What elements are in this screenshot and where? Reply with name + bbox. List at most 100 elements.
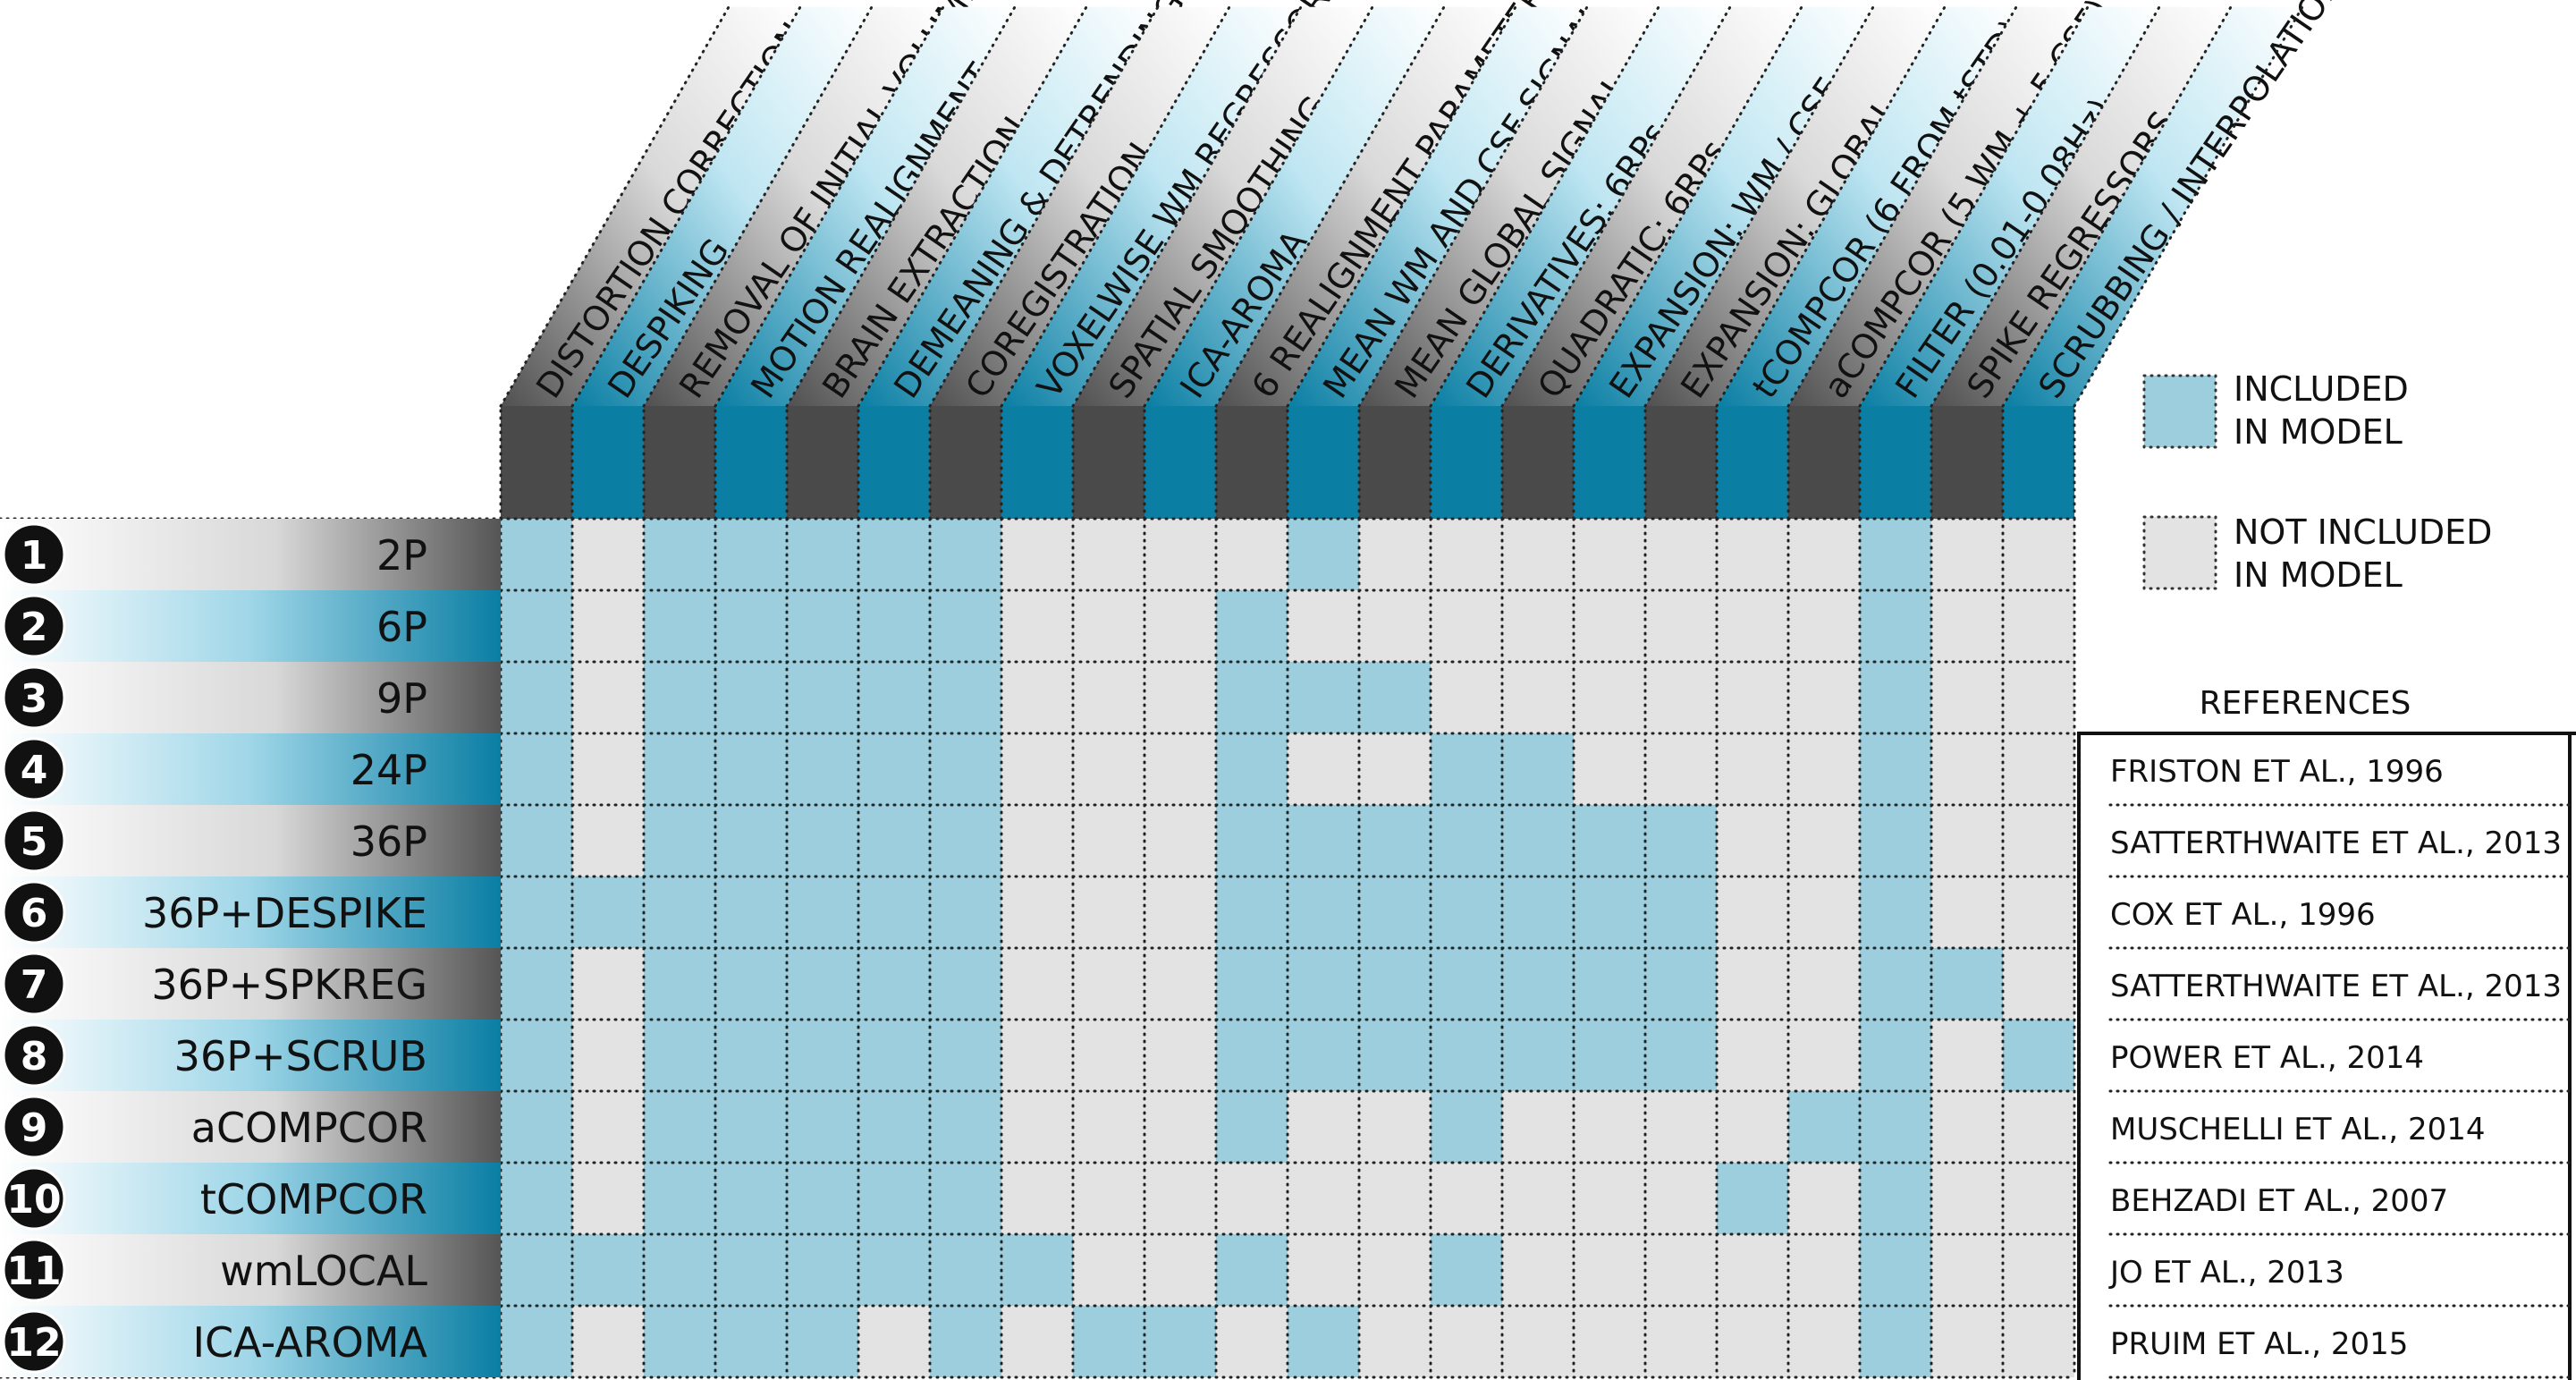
matrix-cell bbox=[1359, 733, 1431, 805]
matrix-cell bbox=[1645, 733, 1717, 805]
matrix-cell bbox=[1574, 1091, 1645, 1163]
column-header-banner bbox=[644, 6, 943, 406]
matrix-cell bbox=[572, 1020, 644, 1091]
matrix-cell bbox=[1001, 662, 1073, 733]
matrix-cell bbox=[1860, 1306, 1931, 1377]
matrix-cell bbox=[787, 662, 858, 733]
matrix-cell bbox=[1717, 662, 1788, 733]
matrix-cell bbox=[2003, 519, 2074, 590]
row-label-band bbox=[0, 662, 501, 733]
matrix-cell bbox=[644, 1163, 715, 1234]
matrix-cell bbox=[787, 1091, 858, 1163]
matrix-cell bbox=[1502, 1020, 1574, 1091]
row-label: 2 6P bbox=[0, 590, 501, 662]
row-number-badge bbox=[2, 665, 66, 730]
matrix-cell bbox=[1931, 876, 2003, 948]
row-model-name: 2P bbox=[376, 531, 427, 580]
row-label-band bbox=[0, 1020, 501, 1091]
column-divider bbox=[928, 5, 1160, 408]
matrix-cell bbox=[1001, 805, 1073, 876]
column-header-banner bbox=[1860, 6, 2159, 406]
legend-included-swatch bbox=[2142, 374, 2217, 449]
row-label: 3 9P bbox=[0, 662, 501, 733]
row-model-name: 36P bbox=[351, 817, 427, 866]
matrix-cell bbox=[1502, 1163, 1574, 1234]
column-header-banner bbox=[1216, 6, 1516, 406]
matrix-cell bbox=[1717, 1234, 1788, 1306]
row-model-name: wmLOCAL bbox=[220, 1247, 427, 1295]
matrix-cell bbox=[2003, 733, 2074, 805]
row-model-name: 9P bbox=[376, 674, 427, 723]
matrix-cell bbox=[2003, 590, 2074, 662]
row-model-name: ICA-AROMA bbox=[192, 1318, 427, 1367]
column-header-banner bbox=[1288, 6, 1587, 406]
matrix-cell bbox=[1788, 805, 1860, 876]
row-number: 8 bbox=[21, 1034, 48, 1079]
matrix-cell bbox=[787, 733, 858, 805]
matrix-cell bbox=[1431, 590, 1502, 662]
column-divider bbox=[857, 5, 1088, 408]
matrix-cell bbox=[1359, 805, 1431, 876]
matrix-cell bbox=[1144, 662, 1216, 733]
matrix-cell bbox=[1288, 1020, 1359, 1091]
row-label: 5 36P bbox=[0, 805, 501, 876]
column-header-banner bbox=[930, 6, 1229, 406]
matrix-cell bbox=[1144, 1163, 1216, 1234]
matrix-cell bbox=[572, 590, 644, 662]
matrix-cell bbox=[1144, 590, 1216, 662]
row-model-name: 36P+SCRUB bbox=[174, 1032, 427, 1080]
row-model-name: aCOMPCOR bbox=[191, 1104, 427, 1152]
matrix-cell bbox=[787, 948, 858, 1020]
legend-not-included-line2: IN MODEL bbox=[2234, 555, 2403, 595]
matrix-cell bbox=[1144, 948, 1216, 1020]
matrix-cell bbox=[1931, 733, 2003, 805]
matrix-cell bbox=[1860, 590, 1931, 662]
column-header-bar bbox=[1431, 406, 1502, 519]
matrix-cell bbox=[1645, 876, 1717, 948]
column-header-bar bbox=[1288, 406, 1359, 519]
matrix-cell bbox=[1001, 733, 1073, 805]
column-header-bar bbox=[1502, 406, 1574, 519]
matrix-cell bbox=[644, 1020, 715, 1091]
matrix-cell bbox=[930, 1234, 1001, 1306]
matrix-cell bbox=[572, 805, 644, 876]
matrix-cell bbox=[501, 1091, 572, 1163]
matrix-cell bbox=[930, 805, 1001, 876]
matrix-cell bbox=[644, 1306, 715, 1377]
row-number-badge bbox=[2, 737, 66, 801]
matrix-cell bbox=[1359, 1020, 1431, 1091]
matrix-cell bbox=[1860, 805, 1931, 876]
row-model-name: 36P+SPKREG bbox=[151, 961, 427, 1009]
column-header-banner bbox=[1359, 6, 1659, 406]
matrix-cell bbox=[1073, 590, 1144, 662]
row-label: 7 36P+SPKREG bbox=[0, 948, 501, 1020]
column-divider bbox=[714, 5, 945, 408]
matrix-cell bbox=[1144, 805, 1216, 876]
column-divider bbox=[1214, 5, 1446, 408]
matrix-cell bbox=[1860, 519, 1931, 590]
matrix-cell bbox=[1502, 948, 1574, 1020]
matrix-cell bbox=[572, 1163, 644, 1234]
matrix-cell bbox=[715, 662, 787, 733]
matrix-cell bbox=[1931, 948, 2003, 1020]
row-label: 8 36P+SCRUB bbox=[0, 1020, 501, 1091]
matrix-cell bbox=[1073, 876, 1144, 948]
column-divider bbox=[499, 5, 731, 408]
matrix-cell bbox=[1431, 1306, 1502, 1377]
column-header-bar bbox=[715, 406, 787, 519]
matrix-cell bbox=[1431, 805, 1502, 876]
matrix-cell bbox=[1574, 1020, 1645, 1091]
reference-entry: POWER ET AL., 2014 bbox=[2110, 1040, 2424, 1076]
matrix-cell bbox=[1931, 519, 2003, 590]
matrix-cell bbox=[572, 1306, 644, 1377]
column-header-bar bbox=[1144, 406, 1216, 519]
matrix-cell bbox=[1788, 1163, 1860, 1234]
legend-included-line1: INCLUDED bbox=[2234, 369, 2409, 409]
matrix-cell bbox=[1216, 948, 1288, 1020]
row-number: 10 bbox=[6, 1177, 61, 1223]
matrix-cell bbox=[1502, 1234, 1574, 1306]
row-label-band bbox=[0, 948, 501, 1020]
matrix-cell bbox=[1073, 948, 1144, 1020]
matrix-cell bbox=[1574, 876, 1645, 948]
matrix-cell bbox=[501, 662, 572, 733]
